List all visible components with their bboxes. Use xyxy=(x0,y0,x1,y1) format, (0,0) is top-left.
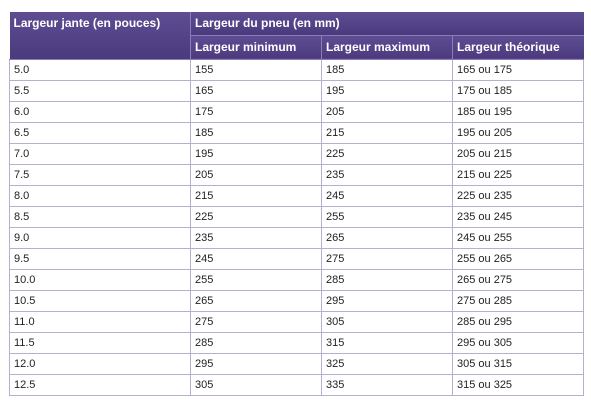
table-row: 10.5 265 295 275 ou 285 xyxy=(9,290,584,312)
min-width-cell: 225 xyxy=(190,206,322,228)
rim-width-cell: 6.0 xyxy=(9,101,191,123)
table-row: 11.0 275 305 285 ou 295 xyxy=(9,311,584,333)
header-row-1: Largeur jante (en pouces) Largeur du pne… xyxy=(9,12,584,60)
rim-width-cell: 9.0 xyxy=(9,227,191,249)
theoretical-width-cell: 305 ou 315 xyxy=(452,353,584,375)
min-width-cell: 275 xyxy=(190,311,322,333)
table-row: 5.5 165 195 175 ou 185 xyxy=(9,80,584,102)
max-width-cell: 265 xyxy=(321,227,453,249)
theoretical-width-cell: 225 ou 235 xyxy=(452,185,584,207)
table-row: 7.0 195 225 205 ou 215 xyxy=(9,143,584,165)
min-width-cell: 255 xyxy=(190,269,322,291)
rim-width-cell: 5.5 xyxy=(9,80,191,102)
table-body: 5.0 155 185 165 ou 175 5.5 165 195 175 ou 185 6.… xyxy=(9,59,584,396)
min-width-cell: 195 xyxy=(190,143,322,165)
max-width-cell: 335 xyxy=(321,374,453,396)
min-width-header: Largeur minimum xyxy=(190,35,322,60)
max-width-cell: 325 xyxy=(321,353,453,375)
max-width-cell: 185 xyxy=(321,59,453,81)
theoretical-width-cell: 185 ou 195 xyxy=(452,101,584,123)
min-width-cell: 175 xyxy=(190,101,322,123)
max-width-cell: 245 xyxy=(321,185,453,207)
rim-width-cell: 6.5 xyxy=(9,122,191,144)
rim-width-cell: 11.5 xyxy=(9,332,191,354)
min-width-cell: 265 xyxy=(190,290,322,312)
min-width-cell: 235 xyxy=(190,227,322,249)
tire-size-table: Largeur jante (en pouces) Largeur du pne… xyxy=(9,12,584,396)
rim-width-cell: 12.5 xyxy=(9,374,191,396)
min-width-cell: 155 xyxy=(190,59,322,81)
table-row: 11.5 285 315 295 ou 305 xyxy=(9,332,584,354)
min-width-cell: 285 xyxy=(190,332,322,354)
theoretical-width-cell: 275 ou 285 xyxy=(452,290,584,312)
theoretical-width-cell: 195 ou 205 xyxy=(452,122,584,144)
theoretical-width-header: Largeur théorique xyxy=(452,35,584,60)
rim-width-header: Largeur jante (en pouces) xyxy=(9,12,191,60)
rim-width-cell: 7.0 xyxy=(9,143,191,165)
max-width-cell: 275 xyxy=(321,248,453,270)
rim-width-cell: 12.0 xyxy=(9,353,191,375)
max-width-cell: 235 xyxy=(321,164,453,186)
theoretical-width-cell: 235 ou 245 xyxy=(452,206,584,228)
table-row: 9.0 235 265 245 ou 255 xyxy=(9,227,584,249)
max-width-cell: 215 xyxy=(321,122,453,144)
min-width-cell: 245 xyxy=(190,248,322,270)
rim-width-cell: 8.5 xyxy=(9,206,191,228)
rim-width-cell: 5.0 xyxy=(9,59,191,81)
theoretical-width-cell: 215 ou 225 xyxy=(452,164,584,186)
table-row: 6.5 185 215 195 ou 205 xyxy=(9,122,584,144)
theoretical-width-cell: 265 ou 275 xyxy=(452,269,584,291)
max-width-cell: 305 xyxy=(321,311,453,333)
min-width-cell: 165 xyxy=(190,80,322,102)
rim-width-cell: 11.0 xyxy=(9,311,191,333)
theoretical-width-cell: 315 ou 325 xyxy=(452,374,584,396)
rim-width-cell: 9.5 xyxy=(9,248,191,270)
table-row: 12.5 305 335 315 ou 325 xyxy=(9,374,584,396)
max-width-cell: 205 xyxy=(321,101,453,123)
table-row: 9.5 245 275 255 ou 265 xyxy=(9,248,584,270)
theoretical-width-cell: 295 ou 305 xyxy=(452,332,584,354)
theoretical-width-cell: 255 ou 265 xyxy=(452,248,584,270)
max-width-cell: 255 xyxy=(321,206,453,228)
table-row: 5.0 155 185 165 ou 175 xyxy=(9,59,584,81)
max-width-header: Largeur maximum xyxy=(321,35,453,60)
theoretical-width-cell: 165 ou 175 xyxy=(452,59,584,81)
max-width-cell: 315 xyxy=(321,332,453,354)
rim-width-cell: 7.5 xyxy=(9,164,191,186)
max-width-cell: 195 xyxy=(321,80,453,102)
max-width-cell: 225 xyxy=(321,143,453,165)
table-row: 8.5 225 255 235 ou 245 xyxy=(9,206,584,228)
tire-size-table-container: Largeur jante (en pouces) Largeur du pne… xyxy=(9,12,584,396)
min-width-cell: 185 xyxy=(190,122,322,144)
max-width-cell: 295 xyxy=(321,290,453,312)
theoretical-width-cell: 285 ou 295 xyxy=(452,311,584,333)
rim-width-cell: 8.0 xyxy=(9,185,191,207)
rim-width-cell: 10.0 xyxy=(9,269,191,291)
min-width-cell: 295 xyxy=(190,353,322,375)
tire-width-header: Largeur du pneu (en mm) xyxy=(190,12,584,36)
table-row: 7.5 205 235 215 ou 225 xyxy=(9,164,584,186)
table-row: 8.0 215 245 225 ou 235 xyxy=(9,185,584,207)
header-row-2: Largeur minimum Largeur maximum Largeur … xyxy=(10,35,584,60)
theoretical-width-cell: 175 ou 185 xyxy=(452,80,584,102)
table-row: 10.0 255 285 265 ou 275 xyxy=(9,269,584,291)
table-header: Largeur jante (en pouces) Largeur du pne… xyxy=(9,12,584,60)
max-width-cell: 285 xyxy=(321,269,453,291)
theoretical-width-cell: 205 ou 215 xyxy=(452,143,584,165)
theoretical-width-cell: 245 ou 255 xyxy=(452,227,584,249)
table-row: 12.0 295 325 305 ou 315 xyxy=(9,353,584,375)
min-width-cell: 205 xyxy=(190,164,322,186)
min-width-cell: 215 xyxy=(190,185,322,207)
min-width-cell: 305 xyxy=(190,374,322,396)
rim-width-cell: 10.5 xyxy=(9,290,191,312)
table-row: 6.0 175 205 185 ou 195 xyxy=(9,101,584,123)
